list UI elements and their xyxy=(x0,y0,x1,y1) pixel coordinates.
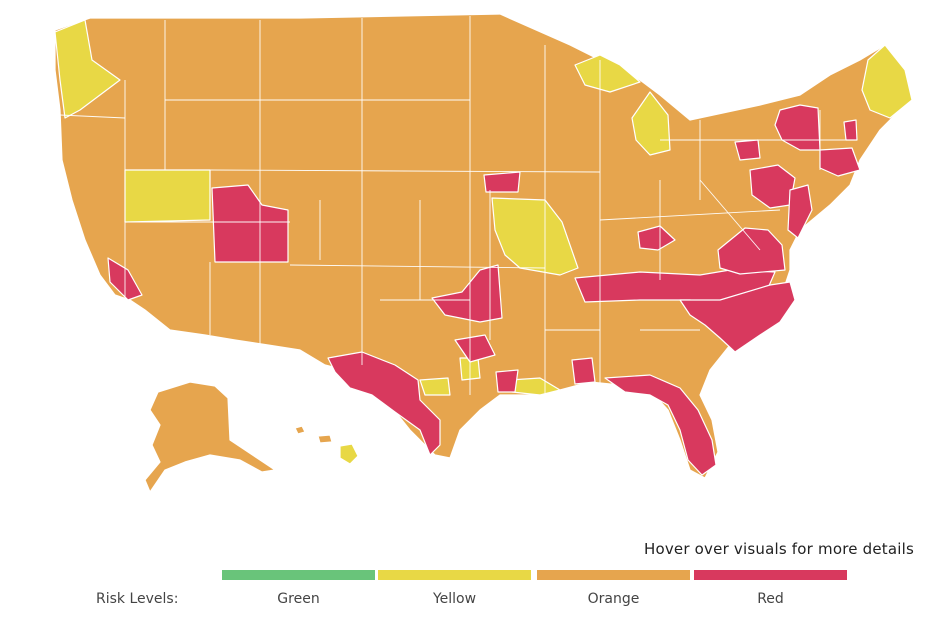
region-florida[interactable] xyxy=(604,374,717,476)
legend-swatch-green xyxy=(222,570,375,580)
legend-label-yellow: Yellow xyxy=(432,591,477,607)
region-new-jersey[interactable] xyxy=(787,184,813,239)
region-michigan-up[interactable] xyxy=(574,54,641,93)
legend-label-green: Green xyxy=(277,591,320,607)
region-texas-east-small[interactable] xyxy=(419,377,451,396)
hover-instruction: Hover over visuals for more details xyxy=(643,540,914,558)
legend-label-orange: Orange xyxy=(587,591,640,607)
region-mississippi-south[interactable] xyxy=(571,357,596,385)
region-maine[interactable] xyxy=(861,44,913,119)
region-hawaii-2[interactable] xyxy=(317,434,333,444)
region-alaska[interactable] xyxy=(144,381,276,493)
legend-title: Risk Levels: xyxy=(96,591,179,607)
us-map-svg[interactable] xyxy=(0,0,936,520)
legend-swatch-yellow xyxy=(378,570,531,580)
us-risk-map[interactable] xyxy=(0,0,936,520)
region-michigan-lower[interactable] xyxy=(631,91,671,156)
region-hawaii-big[interactable] xyxy=(339,443,359,465)
region-iowa-missouri[interactable] xyxy=(491,197,579,276)
region-kentucky-small[interactable] xyxy=(637,225,676,251)
region-iowa-small[interactable] xyxy=(483,171,521,193)
region-idaho-south[interactable] xyxy=(124,169,211,223)
region-carolinas[interactable] xyxy=(679,281,796,353)
state-borders xyxy=(59,16,850,395)
legend-item-orange[interactable]: Orange xyxy=(537,570,690,610)
region-new-york-north[interactable] xyxy=(774,104,821,151)
region-oklahoma-east[interactable] xyxy=(431,264,503,323)
region-virginia[interactable] xyxy=(717,227,786,275)
region-utah[interactable] xyxy=(211,184,289,263)
legend-item-yellow[interactable]: Yellow xyxy=(378,570,531,610)
legend-swatch-orange xyxy=(537,570,690,580)
legend-item-red[interactable]: Red xyxy=(694,570,847,610)
region-contiguous-us[interactable] xyxy=(54,13,906,479)
region-washington-west[interactable] xyxy=(54,19,121,119)
region-vermont-small[interactable] xyxy=(843,119,858,141)
region-louisiana-north[interactable] xyxy=(495,369,519,393)
legend-swatch-red xyxy=(694,570,847,580)
legend-label-red: Red xyxy=(757,591,784,607)
region-hawaii-1[interactable] xyxy=(294,425,306,435)
region-texas-west[interactable] xyxy=(327,351,441,456)
region-texas-dallas[interactable] xyxy=(454,334,496,363)
region-ohio-small[interactable] xyxy=(734,139,761,161)
legend-item-green[interactable]: Green xyxy=(222,570,375,610)
